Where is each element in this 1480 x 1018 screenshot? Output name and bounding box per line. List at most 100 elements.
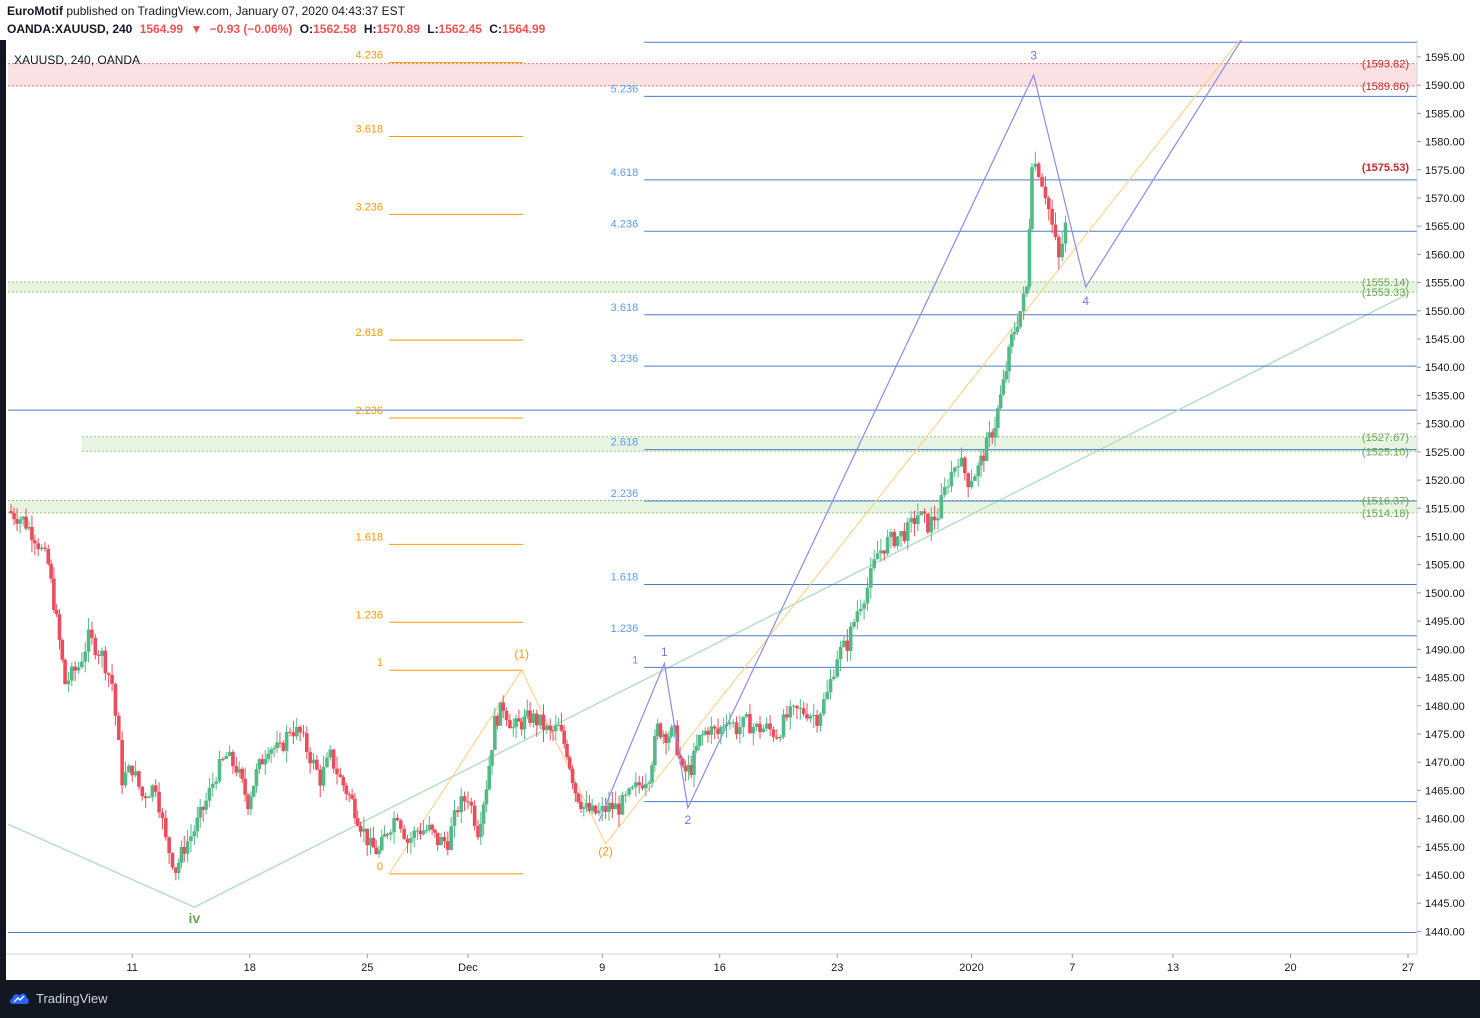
candle-body [266, 753, 270, 760]
price-tick-label: 1570.00 [1425, 193, 1465, 205]
candle-body [227, 751, 232, 757]
price-zone [8, 63, 1417, 86]
candle-body [347, 793, 351, 795]
price-tick-label: 1565.00 [1425, 221, 1465, 233]
candle-body [1012, 332, 1017, 335]
price-axis-background [1417, 40, 1480, 954]
candle-body [459, 796, 464, 813]
candle-body [650, 765, 654, 783]
candle-body [362, 828, 366, 832]
candle-body [637, 782, 641, 786]
candle-body [170, 853, 175, 868]
candle-body [350, 794, 354, 799]
candle-body [12, 512, 16, 520]
candle-body [462, 796, 467, 802]
candle-body [395, 818, 400, 821]
candle-body [771, 729, 776, 737]
candle-body [522, 716, 527, 730]
candle-body [174, 867, 178, 873]
candle-body [551, 730, 555, 732]
candle-body [573, 783, 578, 794]
ohlc-line: OANDA:XAUUSD, 240 1564.99 ▼ −0.93 (−0.06… [7, 22, 549, 36]
candle-body [1018, 311, 1023, 327]
price-tick-label: 1450.00 [1425, 870, 1465, 882]
price-tick-label: 1550.00 [1425, 306, 1465, 318]
price-tick-label: 1460.00 [1425, 814, 1465, 826]
candle-body [603, 805, 608, 812]
candle-body [545, 725, 549, 730]
price-tick-label: 1515.00 [1425, 503, 1465, 515]
candle-body [613, 803, 618, 810]
candle-body [260, 759, 265, 765]
fib-blue-label: 2.618 [611, 437, 639, 449]
price-tick-label: 1555.00 [1425, 278, 1465, 290]
candles-group [9, 151, 1068, 881]
candle-body [504, 710, 509, 721]
chart-pane[interactable]: 1 1.236 1.618 2.236 2.618 3.236 3.618 4.236 4.61… [6, 40, 1480, 980]
candle-body [669, 727, 674, 737]
price-tick-label: 1505.00 [1425, 560, 1465, 572]
candle-body [157, 791, 161, 813]
candle-body [240, 768, 244, 779]
tradingview-brand[interactable]: TradingView [8, 990, 108, 1006]
candle-body [882, 550, 887, 554]
candle-body [865, 587, 870, 604]
price-change: −0.93 (−0.06%) [209, 22, 293, 36]
candle-body [695, 745, 699, 751]
price-tick-label: 1440.00 [1425, 926, 1465, 938]
symbol-label: OANDA:XAUUSD, 240 [7, 22, 133, 36]
fib-orange-label: 1 [377, 657, 383, 669]
candle-body [328, 749, 333, 758]
candle-body [932, 516, 937, 521]
candle-body [167, 837, 171, 854]
candle-body [969, 480, 974, 488]
candle-body [298, 726, 302, 733]
candle-body [982, 455, 986, 461]
author-name[interactable]: EuroMotif [7, 4, 63, 18]
candle-body [700, 734, 705, 736]
candle-body [528, 710, 532, 723]
down-arrow-icon: ▼ [190, 22, 203, 36]
candle-body [409, 838, 413, 843]
candle-body [721, 726, 726, 728]
candle-body [600, 805, 605, 811]
candle-body [952, 467, 957, 472]
candle-body [63, 659, 67, 685]
candle-body [201, 806, 205, 810]
candle-body [1057, 237, 1061, 258]
candle-body [852, 621, 856, 627]
candle-body [399, 820, 403, 829]
candle-body [189, 836, 193, 842]
candle-body [442, 837, 447, 842]
price-level-label: (1575.53) [1362, 162, 1409, 174]
price-tick-label: 1480.00 [1425, 701, 1465, 713]
candle-body [1030, 167, 1034, 230]
candle-body [556, 724, 561, 726]
candle-body [204, 800, 208, 810]
candle-body [27, 526, 31, 529]
candle-body [153, 785, 158, 792]
candle-body [100, 650, 104, 656]
low-label: L: [427, 22, 439, 36]
candle-body [885, 537, 890, 554]
candle-body [439, 837, 443, 846]
candle-body [781, 714, 786, 737]
price-tick-label: 1560.00 [1425, 249, 1465, 261]
candle-body [858, 608, 863, 612]
candle-body [234, 766, 239, 773]
candle-body [889, 531, 893, 538]
candle-body [472, 805, 477, 826]
candle-body [374, 847, 378, 854]
candle-body [620, 794, 625, 815]
candle-body [418, 830, 423, 835]
candle-body [46, 548, 51, 564]
price-tick-label: 1535.00 [1425, 390, 1465, 402]
price-chart[interactable]: 1 1.236 1.618 2.236 2.618 3.236 3.618 4.236 4.61… [6, 40, 1480, 980]
candle-body [106, 673, 111, 675]
candle-body [43, 547, 47, 549]
candle-body [683, 765, 688, 772]
candle-body [469, 801, 474, 806]
candle-body [623, 794, 628, 796]
candle-body [508, 720, 512, 729]
candle-body [1004, 371, 1009, 380]
